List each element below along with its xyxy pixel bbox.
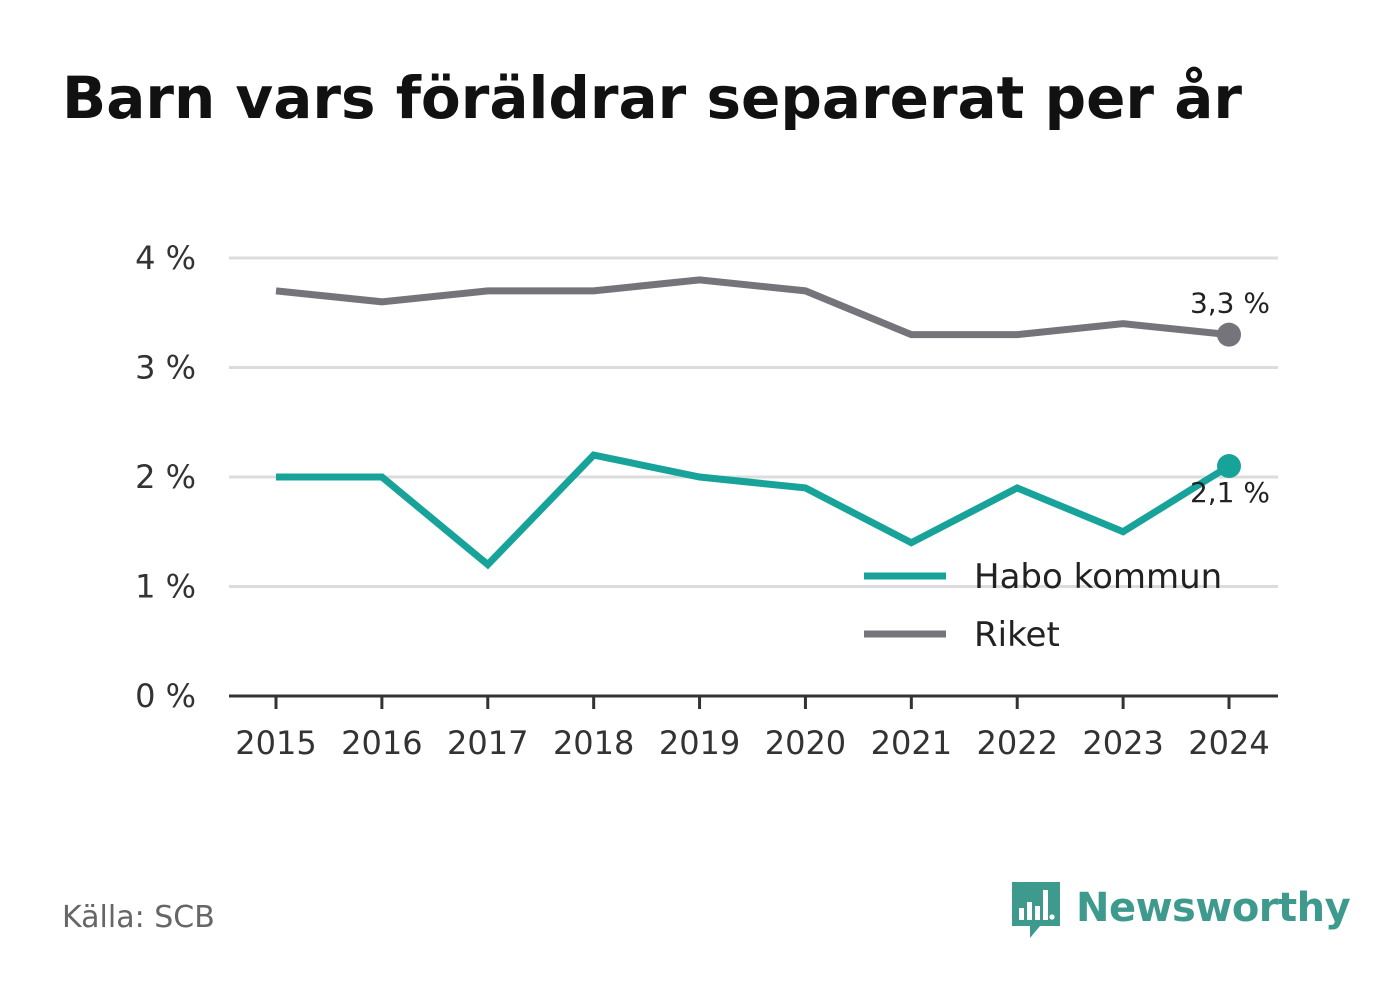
source-credit: Källa: SCB <box>62 900 215 935</box>
bar-chart-speech-bubble-icon <box>1012 882 1060 938</box>
x-tick-label: 2022 <box>977 724 1058 762</box>
end-labels: 3,3 % 2,1 % <box>1190 287 1270 509</box>
x-tick-label: 2018 <box>553 724 634 762</box>
legend: Habo kommun Riket <box>864 557 1222 655</box>
x-tick-label: 2015 <box>235 724 316 762</box>
brand-name: Newsworthy <box>1076 885 1351 931</box>
end-value-label: 2,1 % <box>1190 476 1270 509</box>
y-tick-label: 0 % <box>135 677 196 715</box>
y-tick-label: 2 % <box>135 458 196 496</box>
brand-logo[interactable]: Newsworthy <box>1010 876 1351 940</box>
series-lines <box>275 276 1241 570</box>
y-tick-label: 1 % <box>135 568 196 606</box>
x-tick-label: 2023 <box>1082 724 1163 762</box>
gridlines <box>229 256 1278 588</box>
x-tick-label: 2016 <box>341 724 422 762</box>
y-axis-ticks: 0 % 1 % 2 % 3 % 4 % <box>135 239 196 715</box>
x-axis: 2015 2016 2017 2018 2019 2020 2021 2022 2023 2024 <box>229 694 1278 762</box>
x-tick-label: 2019 <box>659 724 740 762</box>
legend-label: Habo kommun <box>974 557 1222 597</box>
series-line <box>276 451 1231 570</box>
x-tick-label: 2020 <box>765 724 846 762</box>
series-end-point <box>1217 322 1241 347</box>
x-tick-label: 2021 <box>871 724 952 762</box>
series-line <box>275 276 1230 339</box>
end-value-label: 3,3 % <box>1190 287 1270 320</box>
series-end-point <box>1217 454 1241 479</box>
x-tick-label: 2017 <box>447 724 528 762</box>
y-tick-label: 3 % <box>135 349 196 387</box>
y-tick-label: 4 % <box>135 239 196 277</box>
x-tick-label: 2024 <box>1188 724 1269 762</box>
legend-label: Riket <box>974 615 1060 655</box>
chart-title: Barn vars föräldrar separerat per år <box>62 64 1242 132</box>
